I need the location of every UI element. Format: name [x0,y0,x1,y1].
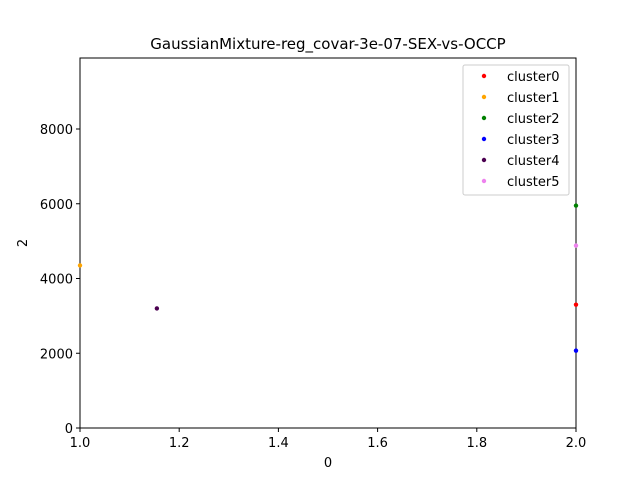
legend-label-cluster4: cluster4 [507,154,559,169]
legend-label-cluster0: cluster0 [507,70,559,85]
data-point-cluster0 [573,302,579,307]
x-axis-label: 0 [324,456,332,471]
x-tick-label: 2.0 [566,436,587,451]
legend-marker-cluster1 [481,94,487,100]
y-tick-label: 2000 [40,347,73,362]
data-point-cluster2 [573,203,579,208]
legend-marker-cluster3 [481,136,487,142]
legend-label-cluster3: cluster3 [507,133,559,148]
legend-label-cluster2: cluster2 [507,112,559,127]
y-tick-label: 4000 [40,273,73,288]
x-tick-label: 1.4 [268,436,289,451]
legend-marker-cluster0 [481,73,487,79]
legend-label-cluster1: cluster1 [507,91,559,106]
y-tick-label: 8000 [40,123,73,138]
legend-marker-cluster5 [481,178,487,184]
legend: cluster0 cluster1 cluster2 cluster3 cluster4… [462,64,570,196]
data-point-cluster4 [154,306,160,311]
plot-area: 1.0 1.2 1.4 1.6 1.8 2.0 0 2000 4000 6000 8000 [40,57,587,451]
data-point-cluster1 [77,263,83,268]
chart-title: GaussianMixture-reg_covar-3e-07-SEX-vs-O… [150,35,505,54]
plot-frame [79,57,577,429]
legend-label-cluster5: cluster5 [507,175,559,190]
y-axis-label: 2 [16,239,31,247]
x-tick-label: 1.6 [367,436,388,451]
x-tick-label: 1.8 [466,436,487,451]
x-tick-label: 1.2 [169,436,190,451]
legend-marker-cluster2 [481,115,487,121]
data-point-cluster3 [573,348,579,353]
x-tick-label: 1.0 [70,436,91,451]
data-point-cluster5 [573,243,579,248]
legend-box [462,64,570,196]
legend-marker-cluster4 [481,157,487,163]
y-tick-label: 0 [65,422,73,437]
y-tick-label: 6000 [40,198,73,213]
